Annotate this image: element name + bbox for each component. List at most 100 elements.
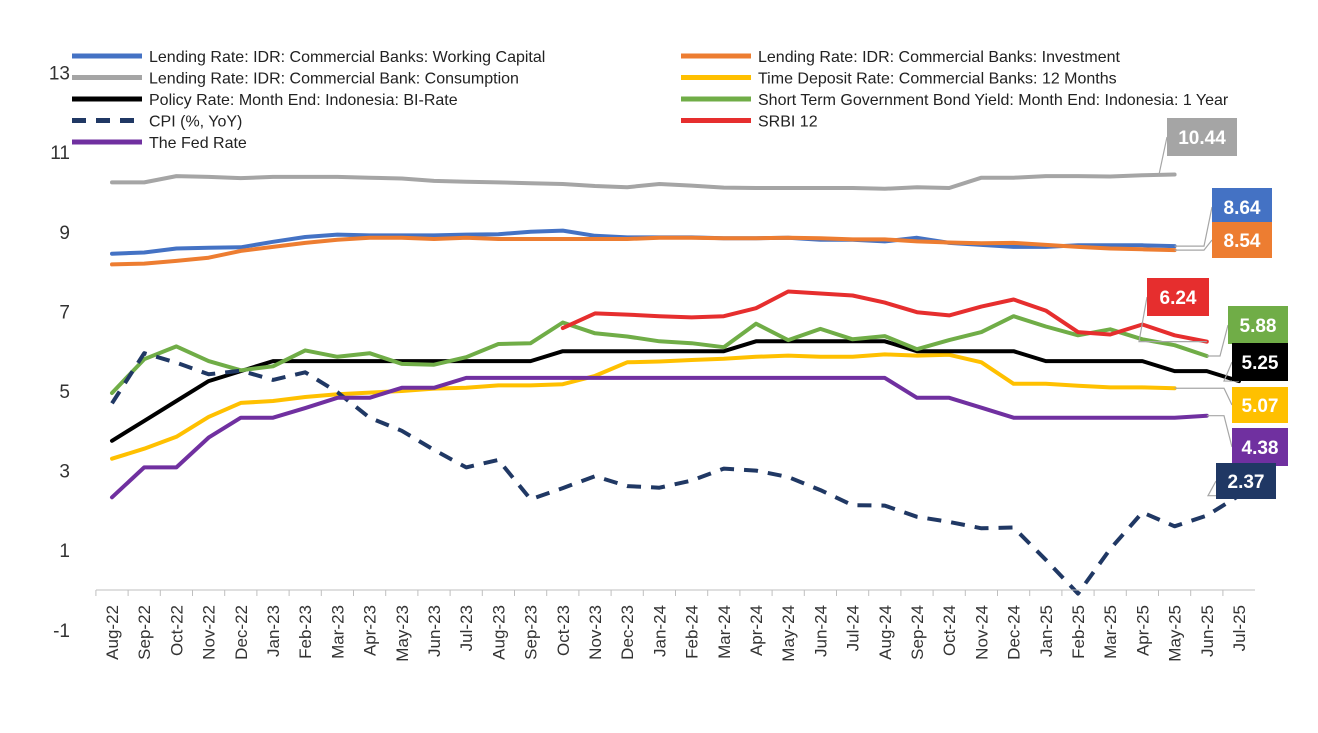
x-tick-label: Mar-25 xyxy=(1101,605,1120,659)
x-tick-label: Apr-24 xyxy=(747,605,766,656)
x-tick-label: Aug-22 xyxy=(103,605,122,660)
callout-box xyxy=(1232,343,1288,381)
series-line-lending-rate-idr-commercial-banks-investment xyxy=(110,235,1177,267)
value-callouts: 10.44 8.64 8.54 6.24 5.88 5.25 5.07 4.38 2.37 xyxy=(1138,118,1288,499)
series-line-lending-rate-idr-commercial-bank-consumption xyxy=(110,172,1177,191)
legend-label: SRBI 12 xyxy=(758,114,818,131)
callout-value: 8.54 xyxy=(1224,231,1261,252)
callout-box xyxy=(1216,463,1276,499)
x-tick-label: Sep-23 xyxy=(522,605,541,660)
callout-value: 5.07 xyxy=(1242,396,1279,417)
legend-label: CPI (%, YoY) xyxy=(149,114,242,131)
x-tick-label: Feb-25 xyxy=(1069,605,1088,659)
callout-box xyxy=(1147,278,1209,316)
callout-leader xyxy=(1206,415,1233,448)
legend-item: SRBI 12 xyxy=(681,114,818,131)
x-tick-label: Apr-25 xyxy=(1133,605,1152,656)
legend-label: Lending Rate: IDR: Commercial Banks: Wor… xyxy=(149,49,545,66)
x-tick-label: Oct-22 xyxy=(167,605,186,656)
x-tick-label: Mar-23 xyxy=(328,605,347,659)
x-tick-label: Aug-24 xyxy=(876,605,895,660)
callout-lending-rate-idr-commercial-banks-working-capital: 8.64 xyxy=(1174,188,1272,247)
legend-label: Time Deposit Rate: Commercial Banks: 12 … xyxy=(758,71,1117,88)
series-line-policy-rate-month-end-indonesia-bi-rate xyxy=(110,339,1241,443)
callout-value: 6.24 xyxy=(1160,288,1197,309)
callout-value: 2.37 xyxy=(1228,472,1265,493)
x-tick-label: Jul-24 xyxy=(844,605,863,651)
legend-item: Lending Rate: IDR: Commercial Banks: Inv… xyxy=(681,49,1120,66)
series-line-srbi-12 xyxy=(560,289,1209,344)
legend-label: Lending Rate: IDR: Commercial Bank: Cons… xyxy=(149,71,519,88)
x-tick-label: Sep-22 xyxy=(135,605,154,660)
y-tick-label: -1 xyxy=(53,621,70,642)
callout-lending-rate-idr-commercial-bank-consumption: 10.44 xyxy=(1158,118,1237,176)
legend-label: The Fed Rate xyxy=(149,135,247,152)
y-tick-label: 7 xyxy=(59,302,70,323)
callout-leader xyxy=(1174,239,1213,251)
x-tick-label: Dec-22 xyxy=(232,605,251,660)
callout-time-deposit-rate-commercial-banks-12-months: 5.07 xyxy=(1174,387,1288,423)
legend-label: Lending Rate: IDR: Commercial Banks: Inv… xyxy=(758,49,1120,66)
x-tick-label: Jan-25 xyxy=(1037,605,1056,657)
legend-item: The Fed Rate xyxy=(72,135,247,152)
callout-leader xyxy=(1174,206,1213,247)
legend-item: Time Deposit Rate: Commercial Banks: 12 … xyxy=(681,71,1117,88)
callout-leader xyxy=(1223,361,1239,382)
callout-value: 10.44 xyxy=(1178,128,1226,149)
legend-item: Lending Rate: IDR: Commercial Bank: Cons… xyxy=(72,71,519,88)
x-tick-label: Feb-23 xyxy=(296,605,315,659)
x-tick-label: Sep-24 xyxy=(908,605,927,660)
callout-cpi-yoy: 2.37 xyxy=(1206,463,1276,499)
x-tick-label: Oct-23 xyxy=(554,605,573,656)
callout-srbi-12: 6.24 xyxy=(1138,278,1209,343)
x-tick-label: Dec-23 xyxy=(618,605,637,660)
x-tick-label: May-23 xyxy=(393,605,412,662)
x-tick-label: Mar-24 xyxy=(715,605,734,659)
callout-value: 8.64 xyxy=(1224,198,1261,219)
x-tick-label: Jun-25 xyxy=(1198,605,1217,657)
x-tick-label: Jul-23 xyxy=(457,605,476,651)
x-tick-label: Dec-24 xyxy=(1005,605,1024,660)
series-line-the-fed-rate xyxy=(110,375,1209,500)
callout-box xyxy=(1232,428,1288,466)
x-tick-label: Nov-23 xyxy=(586,605,605,660)
callout-short-term-government-bond-yield-month-end-indonesia-1-year: 5.88 xyxy=(1206,306,1288,357)
x-tick-label: Jun-23 xyxy=(425,605,444,657)
x-tick-label: Nov-22 xyxy=(200,605,219,660)
x-tick-label: Nov-24 xyxy=(972,605,991,660)
legend-item: Short Term Government Bond Yield: Month … xyxy=(681,92,1229,109)
callout-box xyxy=(1212,188,1272,226)
callout-value: 5.25 xyxy=(1242,353,1279,374)
y-tick-label: 5 xyxy=(59,382,70,403)
callout-policy-rate-month-end-indonesia-bi-rate: 5.25 xyxy=(1223,343,1288,382)
callout-leader xyxy=(1138,296,1207,343)
y-tick-label: 13 xyxy=(49,64,70,85)
x-tick-label: Jul-25 xyxy=(1230,605,1249,651)
x-tick-label: Jan-24 xyxy=(650,605,669,657)
y-tick-label: 1 xyxy=(59,541,70,562)
legend-label: Short Term Government Bond Yield: Month … xyxy=(758,92,1229,109)
x-tick-label: Oct-24 xyxy=(940,605,959,656)
callout-box xyxy=(1167,118,1237,156)
callout-leader xyxy=(1158,136,1175,176)
y-tick-label: 9 xyxy=(59,223,70,244)
callout-box xyxy=(1212,222,1272,258)
series-lines xyxy=(110,172,1241,596)
legend-item: CPI (%, YoY) xyxy=(72,114,242,131)
x-tick-label: May-24 xyxy=(779,605,798,662)
callout-value: 4.38 xyxy=(1242,438,1279,459)
x-tick-label: Jun-24 xyxy=(811,605,830,657)
legend: Lending Rate: IDR: Commercial Banks: Wor… xyxy=(72,49,1229,152)
callout-box xyxy=(1232,387,1288,423)
x-tick-label: Feb-24 xyxy=(683,605,702,659)
x-tick-label: Jan-23 xyxy=(264,605,283,657)
callout-leader xyxy=(1174,387,1233,406)
series-line-short-term-government-bond-yield-month-end-indonesia-1-year xyxy=(110,314,1209,395)
y-tick-label: 3 xyxy=(59,462,70,483)
series-line-cpi-yoy xyxy=(110,351,1241,596)
x-tick-label: Apr-23 xyxy=(361,605,380,656)
legend-item: Policy Rate: Month End: Indonesia: BI-Ra… xyxy=(72,92,458,109)
callout-box xyxy=(1228,306,1288,344)
